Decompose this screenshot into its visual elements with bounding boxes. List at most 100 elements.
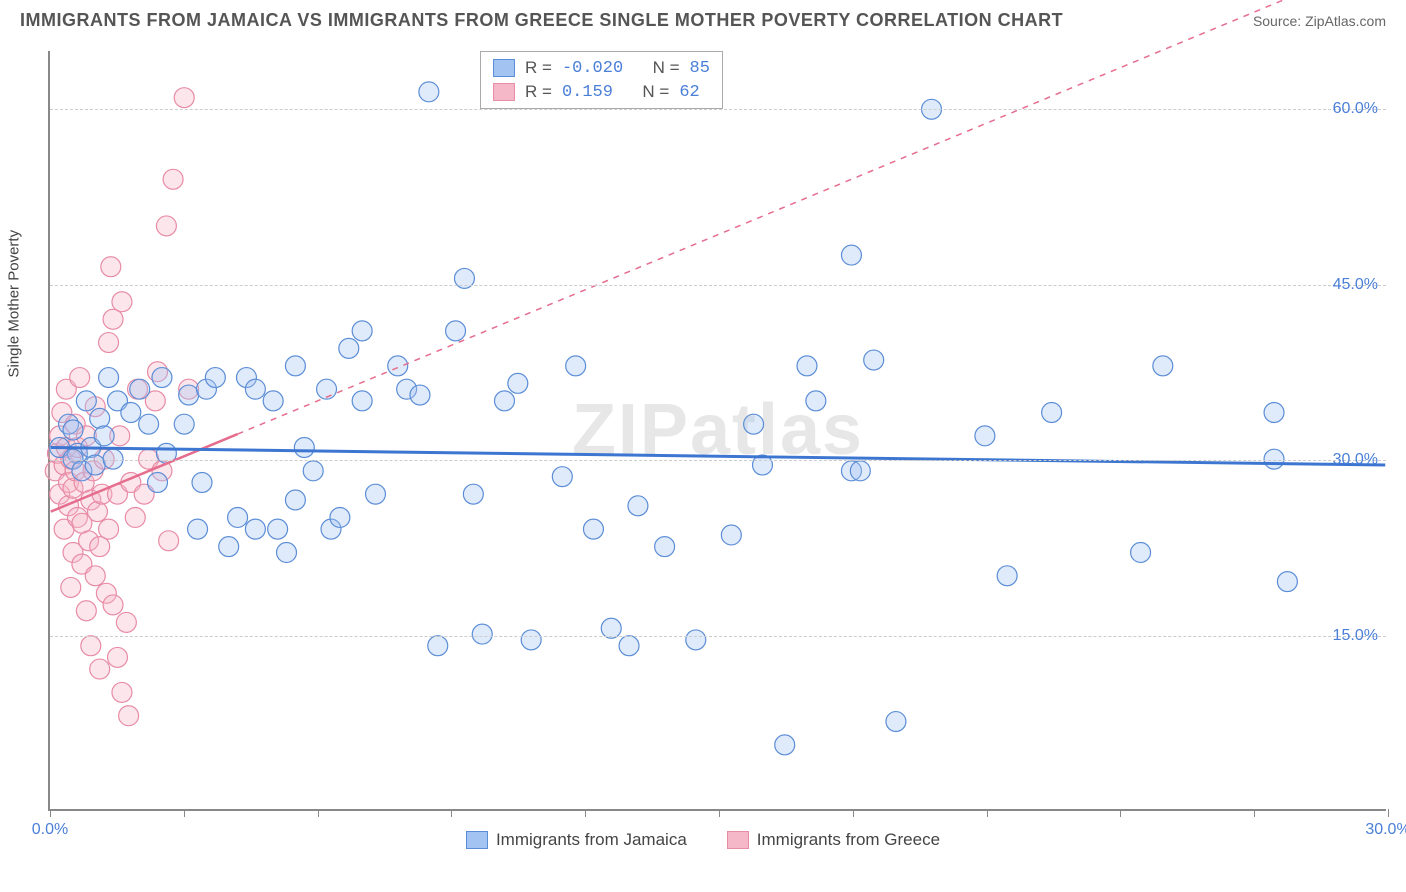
series2-point — [99, 519, 119, 539]
series1-point — [366, 484, 386, 504]
series1-point — [76, 391, 96, 411]
x-tick — [1388, 809, 1389, 817]
series1-point — [495, 391, 515, 411]
series1-point — [285, 356, 305, 376]
series1-point — [552, 467, 572, 487]
x-tick — [318, 809, 319, 817]
series1-point — [1042, 403, 1062, 423]
series1-point — [352, 321, 372, 341]
series1-point — [428, 636, 448, 656]
series1-point — [152, 368, 172, 388]
series1-point — [245, 379, 265, 399]
stats-row: R =-0.020 N =85 — [493, 56, 710, 80]
series1-point — [99, 368, 119, 388]
y-tick-label: 60.0% — [1333, 100, 1378, 118]
series1-point — [521, 630, 541, 650]
series1-point — [192, 473, 212, 493]
series1-point — [317, 379, 337, 399]
x-tick — [50, 809, 51, 817]
series1-point — [1277, 572, 1297, 592]
series1-point — [148, 473, 168, 493]
legend-swatch — [727, 831, 749, 849]
bottom-legend: Immigrants from Jamaica Immigrants from G… — [0, 830, 1406, 850]
series1-point — [174, 414, 194, 434]
y-tick-label: 15.0% — [1333, 627, 1378, 645]
source-attribution: Source: ZipAtlas.com — [1253, 13, 1386, 29]
source-value: ZipAtlas.com — [1305, 13, 1386, 29]
legend-swatch — [466, 831, 488, 849]
series1-point — [472, 624, 492, 644]
series1-point — [63, 420, 83, 440]
r-label: R = — [525, 58, 552, 78]
series1-point — [655, 537, 675, 557]
x-tick — [987, 809, 988, 817]
x-tick — [585, 809, 586, 817]
series2-point — [87, 502, 107, 522]
series1-point — [179, 385, 199, 405]
series2-point — [61, 577, 81, 597]
x-tick — [853, 809, 854, 817]
series1-point — [841, 245, 861, 265]
series1-point — [339, 338, 359, 358]
n-value: 62 — [679, 83, 699, 102]
n-value: 85 — [690, 59, 710, 78]
series2-point — [163, 169, 183, 189]
series2-point — [90, 659, 110, 679]
series1-point — [410, 385, 430, 405]
grid-line — [50, 285, 1386, 286]
x-tick — [451, 809, 452, 817]
series1-point — [997, 566, 1017, 586]
series2-point — [85, 566, 105, 586]
series2-point — [99, 333, 119, 353]
legend-item: Immigrants from Jamaica — [466, 830, 687, 850]
series1-point — [285, 490, 305, 510]
series2-point — [70, 368, 90, 388]
series2-point — [81, 636, 101, 656]
grid-line — [50, 636, 1386, 637]
chart-header: IMMIGRANTS FROM JAMAICA VS IMMIGRANTS FR… — [0, 0, 1406, 39]
series1-point — [219, 537, 239, 557]
legend-label: Immigrants from Jamaica — [496, 830, 687, 850]
series1-point — [263, 391, 283, 411]
series1-point — [619, 636, 639, 656]
series1-point — [628, 496, 648, 516]
series2-point — [101, 257, 121, 277]
series2-point — [90, 537, 110, 557]
chart-title: IMMIGRANTS FROM JAMAICA VS IMMIGRANTS FR… — [20, 10, 1063, 31]
series1-point — [1264, 403, 1284, 423]
series2-point — [159, 531, 179, 551]
series1-point — [303, 461, 323, 481]
series2-point — [156, 216, 176, 236]
series1-point — [205, 368, 225, 388]
series1-point — [583, 519, 603, 539]
series1-point — [463, 484, 483, 504]
plot-area: ZIPatlas R =-0.020 N =85R = 0.159 N =62 … — [48, 51, 1386, 811]
series1-point — [94, 426, 114, 446]
series2-point — [103, 309, 123, 329]
n-label: N = — [642, 82, 669, 102]
series2-point — [174, 88, 194, 108]
series2-point — [119, 706, 139, 726]
series1-point — [886, 712, 906, 732]
series1-point — [188, 519, 208, 539]
series2-point — [108, 647, 128, 667]
legend-label: Immigrants from Greece — [757, 830, 940, 850]
source-label: Source: — [1253, 13, 1305, 29]
series2-point — [76, 601, 96, 621]
series1-point — [277, 542, 297, 562]
series1-point — [103, 449, 123, 469]
series1-point — [245, 519, 265, 539]
series1-point — [864, 350, 884, 370]
series2-point — [112, 292, 132, 312]
stats-row: R = 0.159 N =62 — [493, 80, 710, 104]
x-tick — [184, 809, 185, 817]
series1-point — [797, 356, 817, 376]
series2-point — [116, 612, 136, 632]
series1-point — [388, 356, 408, 376]
series1-point — [419, 82, 439, 102]
series1-point — [446, 321, 466, 341]
r-value: -0.020 — [562, 59, 623, 78]
series1-point — [121, 403, 141, 423]
series1-point — [268, 519, 288, 539]
series1-point — [1153, 356, 1173, 376]
